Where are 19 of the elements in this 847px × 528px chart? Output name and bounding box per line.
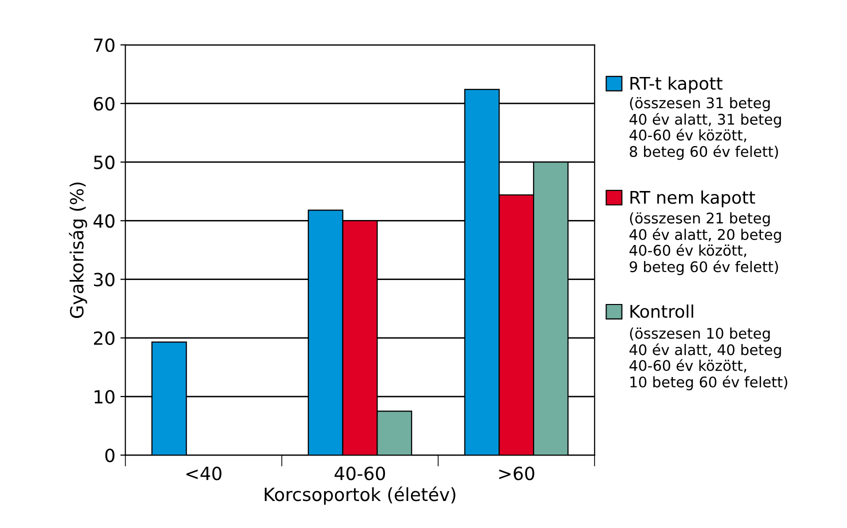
text: (összesen 10 beteg 40 év alatt, 40 beteg 40-60 év között, 10 beteg 60 év felett)	[630, 328, 788, 390]
y-tick-label: 40	[94, 214, 114, 228]
y-tick-label: 70	[94, 38, 114, 52]
legend-label: RT-t kapott	[630, 76, 722, 94]
x-tick-label: <40	[186, 466, 222, 480]
y-axis-title: Gyakoriság (%)	[68, 182, 88, 318]
y-tick-label: 50	[94, 156, 114, 170]
legend-label: Kontroll	[630, 304, 694, 318]
x-tick-label: >60	[499, 466, 534, 480]
x-tick-label: 40-60	[334, 466, 386, 480]
x-axis-title: Korcsoportok (életév)	[264, 486, 456, 505]
text: (összesen 31 beteg 40 év alatt, 31 beteg 40-60 év között, 8 beteg 60 év felett)	[630, 97, 781, 160]
y-tick-label: 30	[94, 272, 114, 286]
y-tick-label: 20	[94, 331, 114, 346]
y-tick-label: 60	[94, 96, 114, 111]
legend-label: RT nem kapott	[630, 190, 756, 208]
y-tick-label: 0	[105, 448, 114, 462]
y-tick-label: 10	[94, 390, 114, 404]
text: (összesen 21 beteg 40 év alatt, 20 beteg 40-60 év között, 9 beteg 60 év felett)	[630, 212, 781, 276]
